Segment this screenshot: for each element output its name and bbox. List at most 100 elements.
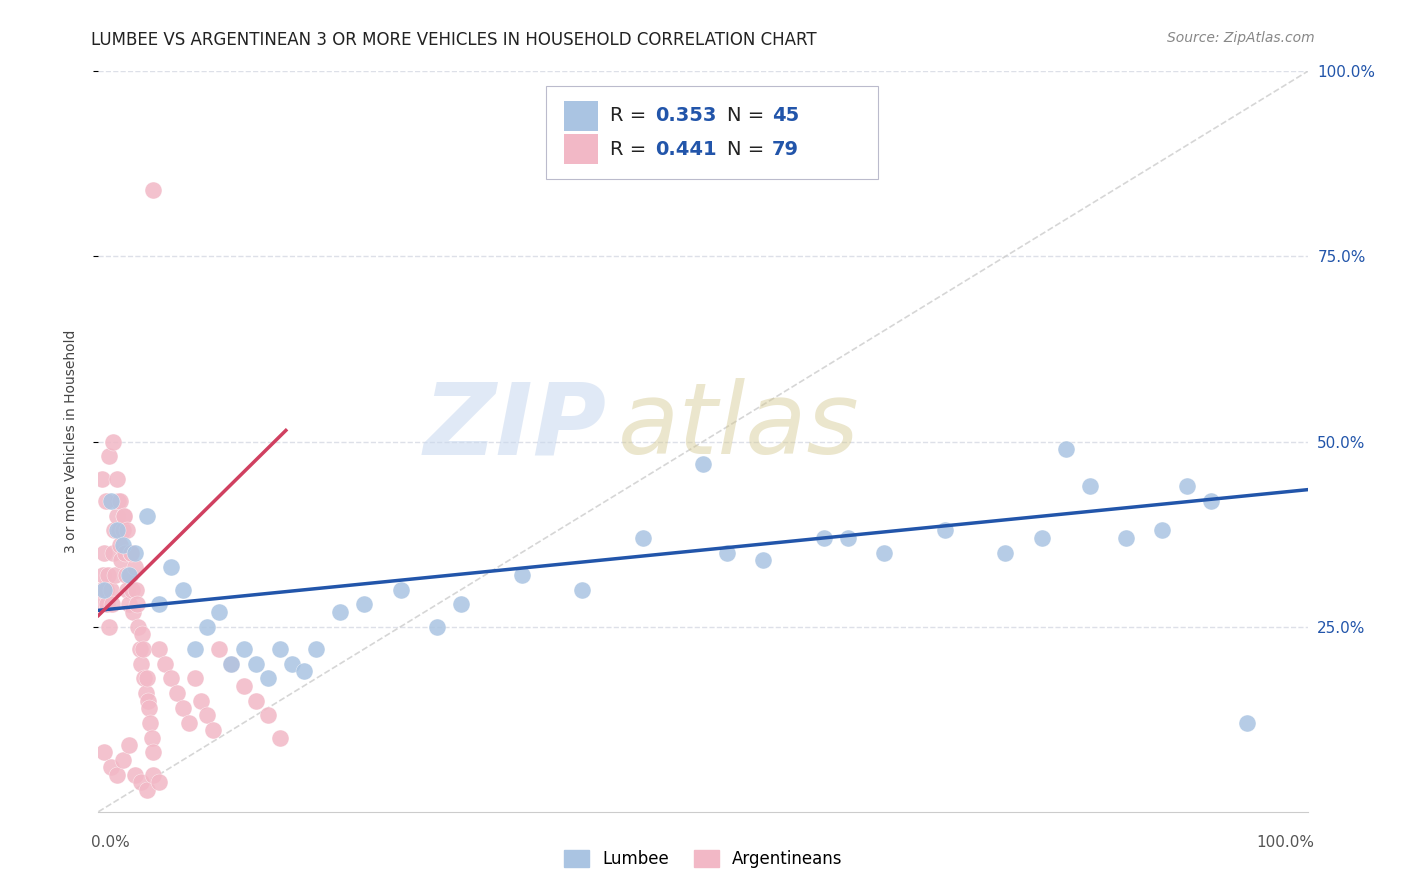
Point xyxy=(135,672,157,686)
Point xyxy=(389,582,412,597)
Point xyxy=(1115,531,1137,545)
Point xyxy=(98,450,121,464)
Point xyxy=(115,567,138,582)
Point xyxy=(108,524,131,538)
Point xyxy=(1031,531,1053,545)
Point xyxy=(125,582,148,597)
Point xyxy=(111,524,134,538)
Point xyxy=(110,553,132,567)
Point xyxy=(129,657,152,671)
Point xyxy=(153,657,176,671)
Point xyxy=(128,641,150,656)
Point xyxy=(256,708,278,723)
Point xyxy=(91,471,114,485)
Point xyxy=(91,582,114,597)
Point xyxy=(292,664,315,678)
Point xyxy=(118,598,141,612)
Point xyxy=(329,605,352,619)
FancyBboxPatch shape xyxy=(564,101,598,130)
Point xyxy=(245,694,267,708)
Point xyxy=(112,508,135,523)
Text: atlas: atlas xyxy=(619,378,860,475)
Point xyxy=(112,508,135,523)
Point xyxy=(105,767,128,781)
Point xyxy=(135,508,157,523)
Point xyxy=(256,672,278,686)
Point xyxy=(148,641,170,656)
Point xyxy=(172,701,194,715)
Point xyxy=(114,546,136,560)
Point xyxy=(117,582,139,597)
Point xyxy=(873,546,896,560)
Point xyxy=(1175,479,1198,493)
Point xyxy=(96,598,118,612)
FancyBboxPatch shape xyxy=(546,87,879,178)
Text: 45: 45 xyxy=(772,106,799,125)
Point xyxy=(184,672,207,686)
Point xyxy=(107,493,129,508)
Point xyxy=(100,598,122,612)
Point xyxy=(94,582,117,597)
Point xyxy=(104,567,127,582)
Point xyxy=(269,731,291,745)
Point xyxy=(118,567,141,582)
Point xyxy=(122,605,145,619)
Point xyxy=(100,760,122,774)
Point xyxy=(100,582,122,597)
Point xyxy=(934,524,956,538)
Point xyxy=(127,598,149,612)
Point xyxy=(101,546,124,560)
Point xyxy=(245,657,267,671)
Text: R =: R = xyxy=(610,139,652,159)
Point xyxy=(120,546,142,560)
Point xyxy=(202,723,225,738)
Point xyxy=(132,641,155,656)
Text: ZIP: ZIP xyxy=(423,378,606,475)
Point xyxy=(195,708,218,723)
Text: 0.353: 0.353 xyxy=(655,106,716,125)
Point xyxy=(571,582,593,597)
Text: 0.441: 0.441 xyxy=(655,139,716,159)
Point xyxy=(103,524,125,538)
Point xyxy=(135,686,157,700)
Point xyxy=(142,767,165,781)
Point xyxy=(426,619,449,633)
Point xyxy=(208,605,231,619)
Point xyxy=(631,531,654,545)
Point xyxy=(166,686,188,700)
Point xyxy=(129,775,152,789)
Text: N =: N = xyxy=(727,106,770,125)
Point xyxy=(124,546,146,560)
Point xyxy=(142,183,165,197)
Point xyxy=(105,508,128,523)
Point xyxy=(138,701,160,715)
Point xyxy=(208,641,231,656)
Point xyxy=(121,582,143,597)
Point xyxy=(124,767,146,781)
Point xyxy=(136,694,159,708)
Point xyxy=(111,538,134,552)
Text: R =: R = xyxy=(610,106,652,125)
Point xyxy=(837,531,859,545)
Point xyxy=(141,731,163,745)
Point xyxy=(353,598,375,612)
Point xyxy=(752,553,775,567)
Point xyxy=(510,567,533,582)
Point xyxy=(184,641,207,656)
Point xyxy=(118,738,141,752)
Point xyxy=(111,753,134,767)
Point xyxy=(172,582,194,597)
Point xyxy=(91,567,114,582)
Point xyxy=(269,641,291,656)
Point xyxy=(108,538,131,552)
Point xyxy=(1236,715,1258,730)
Text: LUMBEE VS ARGENTINEAN 3 OR MORE VEHICLES IN HOUSEHOLD CORRELATION CHART: LUMBEE VS ARGENTINEAN 3 OR MORE VEHICLES… xyxy=(91,31,817,49)
Point xyxy=(120,546,142,560)
Y-axis label: 3 or more Vehicles in Household: 3 or more Vehicles in Household xyxy=(63,330,77,553)
Point xyxy=(127,619,149,633)
Point xyxy=(813,531,835,545)
Point xyxy=(94,493,117,508)
Point xyxy=(232,641,254,656)
FancyBboxPatch shape xyxy=(564,135,598,164)
Point xyxy=(1054,442,1077,456)
